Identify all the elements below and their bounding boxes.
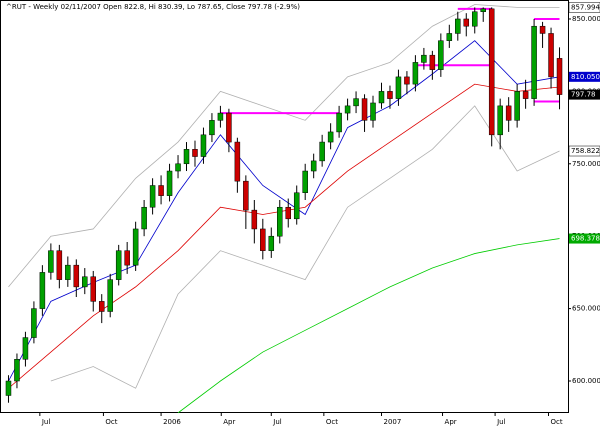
candle-body xyxy=(319,141,325,162)
x-tick-label: Oct xyxy=(326,418,338,426)
candle-body xyxy=(421,54,427,63)
x-tick-label: Apr xyxy=(223,418,235,426)
candle-body xyxy=(98,301,105,312)
x-tick-label: Oct xyxy=(551,418,563,426)
candle-body xyxy=(463,18,470,27)
candle-body xyxy=(539,25,546,34)
indicator-line xyxy=(8,40,560,382)
candle-body xyxy=(514,91,520,121)
candle-body xyxy=(31,308,37,338)
candle-body xyxy=(438,40,444,70)
candle-body xyxy=(446,33,453,41)
candle-body xyxy=(522,91,529,99)
candle-body xyxy=(226,112,232,143)
indicator-line xyxy=(50,105,560,389)
price-label-box xyxy=(569,233,600,244)
candle-body xyxy=(39,272,46,309)
candle-body xyxy=(480,8,486,12)
price-label: 698.378 xyxy=(571,235,600,243)
candle-body xyxy=(327,131,334,143)
price-label: 810.050 xyxy=(571,73,600,81)
x-tick-label: Jul xyxy=(272,418,282,426)
candle-body xyxy=(268,235,275,251)
candle-body xyxy=(141,206,147,230)
chart-title: ^RUT - Weekly 02/11/2007 Open 822.8, Hi … xyxy=(6,3,300,11)
candle-body xyxy=(192,149,198,157)
y-tick-label: 850.000 xyxy=(572,15,600,23)
candle-body xyxy=(243,180,249,211)
candle-body xyxy=(378,91,385,104)
candle-body xyxy=(48,250,54,273)
candle-body xyxy=(65,264,71,280)
candle-body xyxy=(353,98,359,107)
price-label: 758.822 xyxy=(571,147,600,155)
candle-body xyxy=(531,25,537,99)
price-label: 797.78 xyxy=(571,91,596,99)
candle-body xyxy=(107,279,113,312)
y-tick-label: 750.000 xyxy=(572,160,600,168)
x-tick-label: Apr xyxy=(445,418,457,426)
x-tick-label: Oct xyxy=(105,418,117,426)
candle-body xyxy=(22,337,29,360)
candle-body xyxy=(293,192,300,220)
candle-body xyxy=(14,359,20,382)
candle-body xyxy=(361,98,368,121)
candle-body xyxy=(124,250,130,266)
candle-body xyxy=(455,18,461,34)
x-tick-label: Jul xyxy=(496,418,506,426)
x-tick-label: 2006 xyxy=(163,418,181,426)
y-tick-label: 650.000 xyxy=(572,305,600,313)
candle-body xyxy=(217,112,224,121)
candle-body xyxy=(488,8,495,136)
candle-body xyxy=(505,105,512,121)
price-label: 857.994 xyxy=(571,3,600,11)
candle-body xyxy=(471,11,478,27)
x-tick-label: Jul xyxy=(41,418,51,426)
candle-body xyxy=(166,170,173,196)
candle-body xyxy=(429,54,436,70)
candle-body xyxy=(73,264,80,288)
candle-body xyxy=(556,58,563,95)
candle-body xyxy=(548,33,554,78)
y-tick-label: 600.000 xyxy=(572,377,600,385)
candle-body xyxy=(497,105,503,136)
candle-body xyxy=(404,76,410,85)
candle-body xyxy=(158,185,164,196)
candle-body xyxy=(200,134,207,157)
candle-body xyxy=(336,112,342,133)
candle-body xyxy=(310,160,317,172)
candle-body xyxy=(285,206,291,220)
x-tick-label: 2007 xyxy=(383,418,401,426)
candle-body xyxy=(387,91,393,99)
candle-body xyxy=(412,62,419,85)
candle-body xyxy=(344,105,351,114)
price-label-box xyxy=(569,89,600,100)
candle-body xyxy=(302,170,308,193)
candle-body xyxy=(149,185,156,208)
plot-frame xyxy=(0,0,569,413)
candle-body xyxy=(175,163,181,172)
candle-body xyxy=(260,228,266,251)
candle-body xyxy=(56,250,63,280)
candle-body xyxy=(277,206,283,237)
price-label-box xyxy=(569,71,600,82)
candle-body xyxy=(209,120,215,136)
candle-body xyxy=(5,380,12,396)
candle-body xyxy=(115,250,122,280)
candle-body xyxy=(183,149,190,165)
candle-body xyxy=(234,141,241,182)
indicator-line xyxy=(177,238,560,414)
candle-body xyxy=(132,228,139,266)
candle-body xyxy=(370,102,376,121)
price-label-box xyxy=(568,145,600,157)
candle-body xyxy=(90,276,97,302)
candle-body xyxy=(82,276,88,288)
candle-body xyxy=(395,76,402,99)
price-label-box xyxy=(568,2,600,13)
candle-body xyxy=(251,209,258,230)
